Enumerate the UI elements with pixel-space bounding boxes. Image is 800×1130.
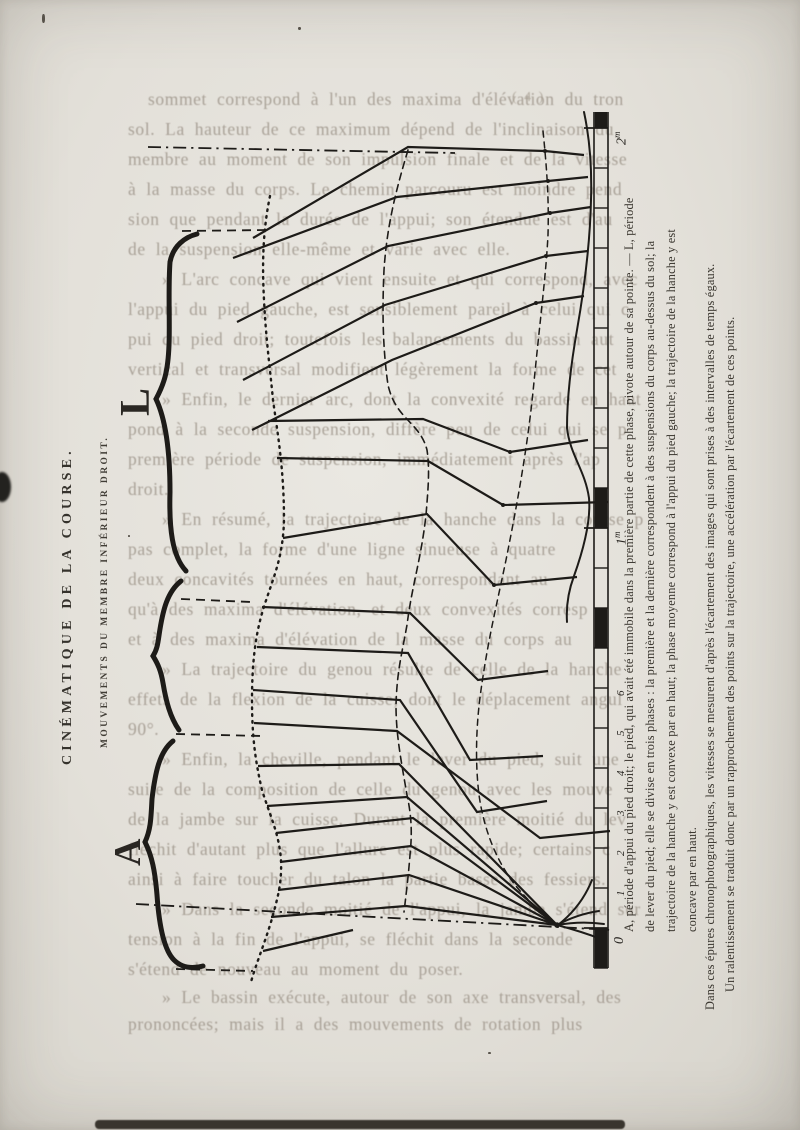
- bleedthrough-text-line: » Le bassin exécute, autour de son axe t…: [162, 987, 622, 1007]
- hip-trajectory-dotted: [249, 194, 286, 984]
- scale-bar-dark-cell: [594, 928, 608, 968]
- scale-bar-dark-cell: [594, 488, 608, 528]
- bleedthrough-text-line: fléchit d'autant plus que l'allure est p…: [128, 839, 611, 859]
- bleedthrough-text-line: pond à la seconde suspension, diffère pe…: [128, 419, 628, 439]
- leg-segments-line: [277, 873, 558, 927]
- bleedthrough-text-line: membre au moment de son impulsion finale…: [128, 149, 628, 169]
- bleedthrough-text-line: à la masse du corps. Le chemin parcouru …: [128, 179, 623, 199]
- scan-speck: [128, 535, 130, 537]
- leg-segments-line: [251, 294, 585, 431]
- bleedthrough-text-line: » Enfin, le dernier arc, dont la convexi…: [162, 389, 642, 409]
- bleedthrough-text-line: sommet correspond à l'un des maxima d'él…: [148, 89, 624, 109]
- scale-bar-dark-cell: [594, 608, 608, 648]
- phase-boundary-dashed: [175, 968, 254, 972]
- leg-segments-line: [267, 417, 589, 454]
- bleedthrough-text-line: 90°.: [128, 719, 160, 739]
- leg-segments-line: [275, 816, 558, 926]
- leg-segments-line: [252, 145, 585, 239]
- scan-speck: [298, 27, 301, 30]
- bleedthrough-text-line: droit.: [128, 479, 170, 499]
- ankle-joint-dot: [492, 583, 496, 587]
- foot-pivot-dot: [554, 922, 560, 928]
- ankle-joint-dot: [543, 149, 547, 153]
- scan-edge-blob: [0, 472, 11, 502]
- leg-segments-line: [282, 512, 578, 587]
- leg-segments-line: [242, 249, 589, 381]
- bleedthrough-text-line: prononcées; mais il a des mouvements de …: [128, 1014, 583, 1034]
- leg-segments-line: [262, 928, 354, 953]
- leg-segments-line: [266, 795, 558, 926]
- bleedthrough-text-line: et à des maxima d'élévation de la masse …: [128, 629, 573, 649]
- bleedthrough-text-line: suite de la composition de celle du geno…: [128, 779, 614, 799]
- phase-boundary-dashed: [180, 598, 252, 603]
- phase-boundary-dashed: [175, 733, 263, 737]
- toe-trajectory-tail: [557, 879, 593, 926]
- bleedthrough-text-line: » La trajectoire du genou résulte de cel…: [162, 659, 623, 679]
- ankle-joint-dot: [544, 254, 548, 258]
- bleedthrough-text-line: » Enfin, la cheville, pendant le lever d…: [162, 749, 620, 769]
- bleedthrough-text-line: qu'à des maxima d'élévation, et deux con…: [128, 599, 589, 619]
- brace-mid: [150, 578, 184, 733]
- ankle-joint-dot: [508, 450, 512, 454]
- bleedthrough-text-line: sol. La hauteur de ce maximum dépend de …: [128, 119, 615, 139]
- bleedthrough-text-line: pui du pied droit; toutefois les balance…: [128, 329, 615, 349]
- brace-A: [142, 738, 206, 971]
- ankle-joint-dot: [548, 211, 552, 215]
- bleedthrough-text-line: de la jambe sur la cuisse. Durant la pre…: [128, 809, 627, 829]
- leg-segments-line: [279, 844, 558, 926]
- page-number: ( 4 ): [512, 90, 546, 105]
- bleedthrough-text-line: » L'arc concave qui vient ensuite et qui…: [162, 269, 638, 289]
- leg-segments-line: [236, 205, 592, 323]
- leg-segments-line: [276, 456, 609, 507]
- scale-bar-dark-cell: [594, 112, 608, 128]
- elevation-dashdot-line: [147, 146, 456, 154]
- knee-trajectory-dashed: [382, 149, 430, 913]
- ankle-joint-dot: [501, 503, 505, 507]
- leg-segments-line: [252, 688, 548, 814]
- bleedthrough-text-line: pas complet, la forme d'une ligne sinueu…: [128, 539, 557, 559]
- foot-stroke: [556, 910, 600, 926]
- ground-dashdot-line: [135, 903, 613, 931]
- toe-trajectory-curve: [565, 111, 593, 623]
- scan-speck: [488, 1052, 491, 1054]
- bleedthrough-text-line: s'étend de nouveau au moment du poser.: [128, 959, 464, 979]
- brace-L: [153, 231, 200, 574]
- leg-segments-line: [270, 904, 558, 927]
- bleedthrough-text-line: tension à la fin de l'appui, se fléchit …: [128, 929, 574, 949]
- leg-segments-line: [253, 721, 611, 840]
- bleedthrough-text-line: de la suspension elle-même et varie avec…: [128, 239, 511, 259]
- bleedthrough-text-line: deux concavités tournées en haut, corres…: [128, 569, 549, 589]
- leg-segments-line: [232, 175, 589, 260]
- leg-segments-line: [256, 645, 544, 762]
- scan-bottom-shadow: [95, 1120, 625, 1129]
- foot-stroke: [556, 921, 605, 926]
- leg-segments-line: [261, 605, 549, 682]
- bleedthrough-text-line: » Dans la seconde moitié de l'appui, la …: [162, 899, 641, 919]
- ankle-joint-dot: [534, 301, 538, 305]
- ankle-joint-dot: [546, 179, 550, 183]
- leg-segments-line: [257, 762, 558, 926]
- phase-boundary-dashed: [181, 229, 269, 232]
- scan-speck: [42, 14, 45, 23]
